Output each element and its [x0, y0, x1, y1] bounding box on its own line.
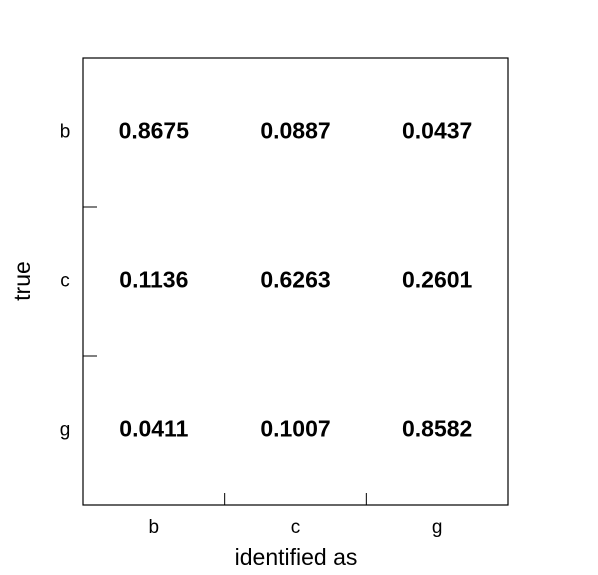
cell-value: 0.8582 [402, 416, 472, 442]
x-tick-label: b [149, 517, 160, 538]
x-tick-label: g [432, 517, 443, 538]
cell-value: 0.1007 [260, 416, 330, 442]
cell-value: 0.6263 [260, 267, 330, 293]
cell-value: 0.2601 [402, 267, 473, 293]
y-tick-label: b [60, 122, 71, 143]
axis-ticks [83, 206, 367, 505]
x-tick-label: c [291, 517, 301, 538]
cell-value: 0.0437 [402, 118, 472, 144]
cell-value: 0.8675 [119, 118, 190, 144]
y-tick-label: c [60, 271, 70, 292]
x-axis-label: identified as [235, 544, 358, 570]
cell-values: 0.8675 0.0887 0.0437 0.1136 0.6263 0.2601 0.04… [119, 118, 473, 442]
cell-value: 0.0411 [119, 416, 188, 442]
y-tick-label: g [60, 420, 71, 441]
cell-value: 0.0887 [260, 118, 330, 144]
plot-frame [82, 57, 509, 506]
y-axis-label: true [9, 261, 35, 301]
y-tick-labels: b c g [60, 122, 71, 441]
cell-value: 0.1136 [119, 267, 188, 293]
